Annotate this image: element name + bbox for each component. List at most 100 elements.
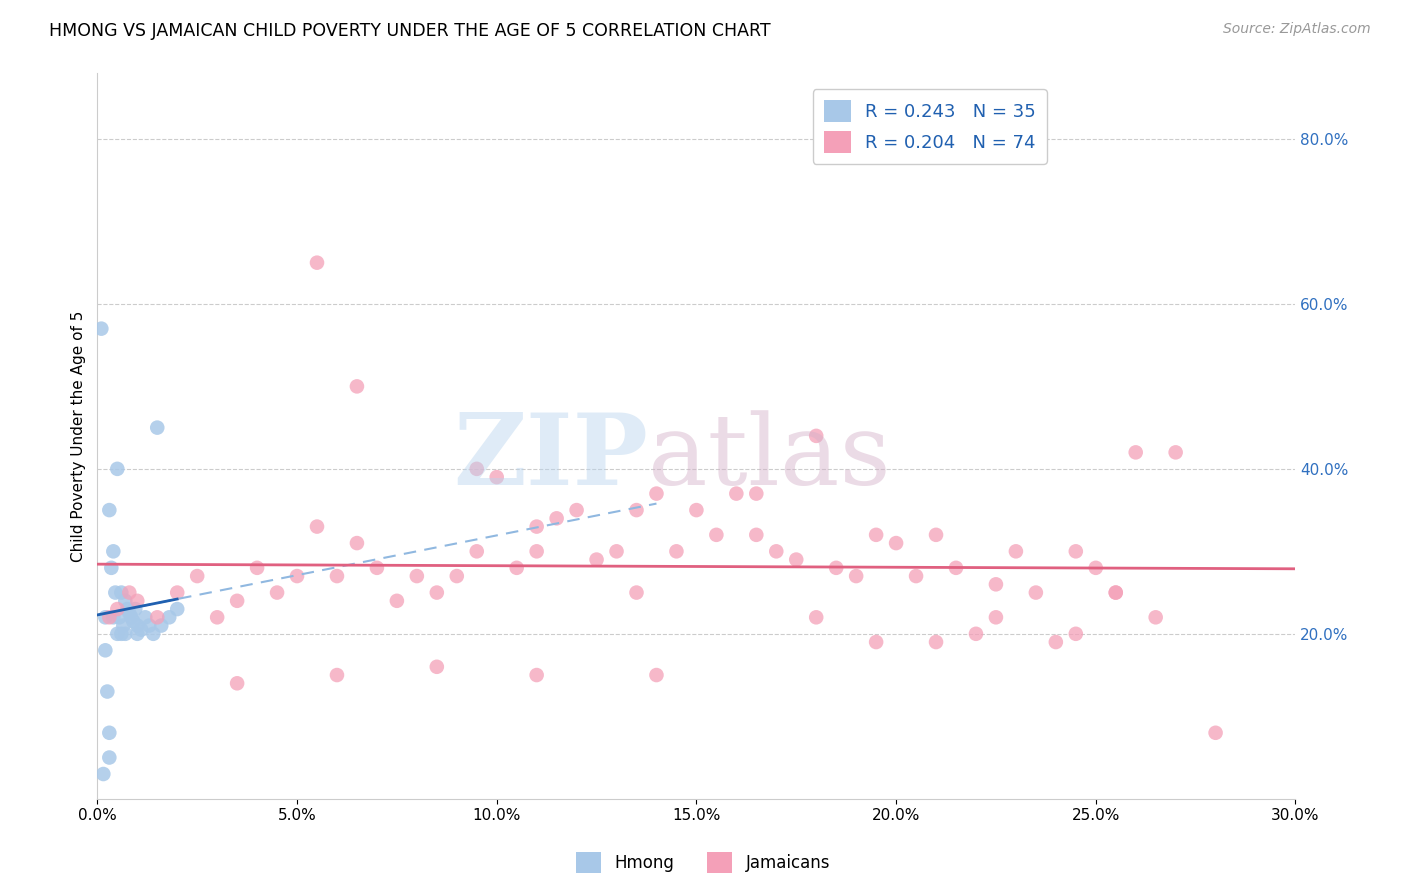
- Point: [526, 519, 548, 533]
- Point: [96, 684, 118, 698]
- Point: [626, 585, 648, 599]
- Point: [103, 610, 125, 624]
- Point: [526, 544, 548, 558]
- Point: [246, 561, 269, 575]
- Point: [465, 544, 488, 558]
- Point: [865, 528, 887, 542]
- Point: [118, 606, 141, 620]
- Point: [94, 643, 117, 657]
- Point: [114, 627, 136, 641]
- Point: [94, 610, 117, 624]
- Point: [305, 519, 328, 533]
- Point: [118, 585, 141, 599]
- Point: [285, 569, 308, 583]
- Point: [626, 503, 648, 517]
- Point: [305, 255, 328, 269]
- Point: [825, 561, 848, 575]
- Point: [120, 610, 142, 624]
- Point: [346, 536, 368, 550]
- Point: [665, 544, 688, 558]
- Point: [226, 594, 249, 608]
- Point: [205, 610, 228, 624]
- Point: [112, 618, 135, 632]
- Point: [606, 544, 628, 558]
- Point: [90, 321, 112, 335]
- Point: [103, 544, 125, 558]
- Point: [806, 610, 828, 624]
- Point: [546, 511, 568, 525]
- Point: [108, 610, 131, 624]
- Text: ZIP: ZIP: [454, 409, 648, 506]
- Text: atlas: atlas: [648, 409, 891, 506]
- Point: [526, 668, 548, 682]
- Point: [122, 615, 145, 629]
- Point: [984, 577, 1007, 591]
- Point: [505, 561, 527, 575]
- Point: [100, 561, 122, 575]
- Point: [134, 610, 156, 624]
- Point: [98, 725, 121, 739]
- Text: Source: ZipAtlas.com: Source: ZipAtlas.com: [1223, 22, 1371, 37]
- Point: [117, 602, 139, 616]
- Point: [945, 561, 967, 575]
- Point: [166, 602, 188, 616]
- Point: [565, 503, 588, 517]
- Point: [884, 536, 907, 550]
- Point: [685, 503, 707, 517]
- Point: [127, 627, 149, 641]
- Point: [725, 486, 748, 500]
- Point: [129, 623, 152, 637]
- Point: [1144, 610, 1167, 624]
- Point: [706, 528, 728, 542]
- Point: [865, 635, 887, 649]
- Point: [385, 594, 408, 608]
- Point: [765, 544, 787, 558]
- Point: [426, 585, 449, 599]
- Point: [150, 618, 173, 632]
- Point: [1164, 445, 1187, 459]
- Point: [1084, 561, 1107, 575]
- Point: [1025, 585, 1047, 599]
- Point: [266, 585, 288, 599]
- Point: [905, 569, 928, 583]
- Point: [1005, 544, 1028, 558]
- Point: [984, 610, 1007, 624]
- Point: [124, 602, 146, 616]
- Point: [142, 627, 165, 641]
- Point: [845, 569, 868, 583]
- Point: [104, 585, 127, 599]
- Point: [226, 676, 249, 690]
- Point: [485, 470, 508, 484]
- Point: [1105, 585, 1128, 599]
- Y-axis label: Child Poverty Under the Age of 5: Child Poverty Under the Age of 5: [72, 310, 86, 562]
- Point: [105, 627, 128, 641]
- Point: [326, 569, 349, 583]
- Point: [146, 420, 169, 434]
- Legend: Hmong, Jamaicans: Hmong, Jamaicans: [569, 846, 837, 880]
- Point: [98, 610, 121, 624]
- Point: [110, 585, 132, 599]
- Point: [925, 635, 948, 649]
- Point: [925, 528, 948, 542]
- Point: [110, 627, 132, 641]
- Point: [114, 594, 136, 608]
- Point: [785, 552, 807, 566]
- Point: [645, 486, 668, 500]
- Point: [446, 569, 468, 583]
- Point: [1125, 445, 1147, 459]
- Point: [98, 750, 121, 764]
- Point: [105, 462, 128, 476]
- Point: [186, 569, 208, 583]
- Point: [426, 660, 449, 674]
- Point: [965, 627, 987, 641]
- Point: [745, 528, 768, 542]
- Point: [1205, 725, 1227, 739]
- Point: [326, 668, 349, 682]
- Point: [93, 767, 115, 781]
- Point: [127, 594, 149, 608]
- Point: [465, 462, 488, 476]
- Point: [366, 561, 388, 575]
- Point: [1045, 635, 1067, 649]
- Point: [645, 668, 668, 682]
- Point: [1105, 585, 1128, 599]
